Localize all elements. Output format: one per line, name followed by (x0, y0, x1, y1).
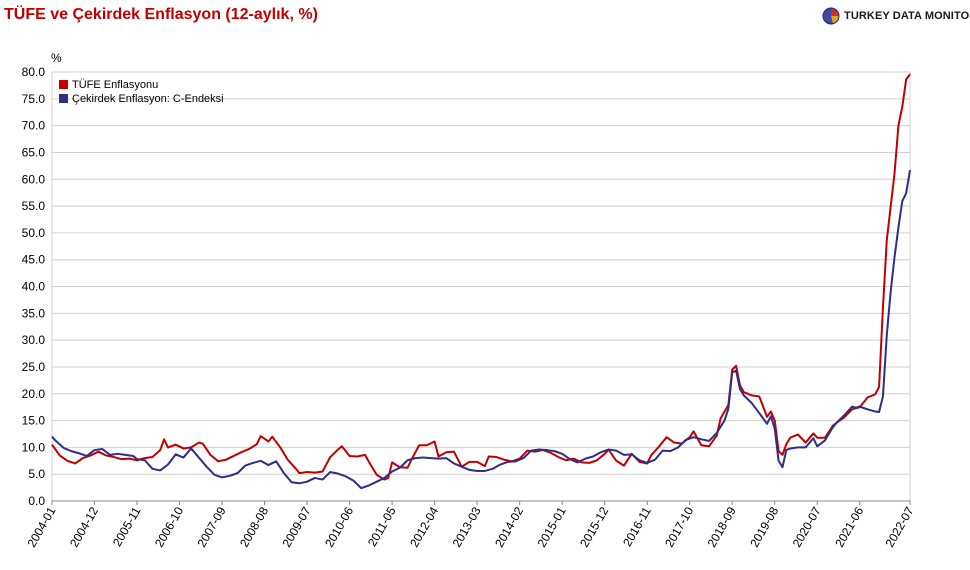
y-tick-label: 10.0 (22, 440, 46, 454)
y-tick-label: 75.0 (22, 92, 46, 106)
x-tick-label: 2013-03 (450, 504, 484, 549)
x-tick-label: 2009-07 (280, 504, 314, 549)
y-tick-label: 30.0 (22, 333, 46, 347)
x-tick-label: 2004-12 (67, 504, 101, 549)
y-tick-label: 70.0 (22, 119, 46, 133)
y-tick-label: 80.0 (22, 65, 46, 79)
y-tick-label: 50.0 (22, 226, 46, 240)
y-tick-label: 40.0 (22, 280, 46, 294)
grid-lines (51, 71, 911, 502)
x-tick-label: 2010-06 (322, 504, 356, 549)
legend-swatch (59, 94, 68, 103)
brand-name: TURKEY DATA MONITOR (844, 10, 970, 22)
x-tick-label: 2017-10 (662, 504, 696, 549)
x-tick-label: 2014-02 (492, 504, 526, 549)
x-axis-ticks: 2004-01 2004-12 2005-11 2006-10 2007-09 2008-… (24, 501, 917, 550)
y-tick-label: 45.0 (22, 253, 46, 267)
series-line-tufe (51, 73, 911, 481)
x-tick-label: 2022-07 (882, 504, 916, 549)
x-tick-label: 2005-11 (110, 504, 144, 549)
x-tick-label: 2018-09 (705, 504, 739, 549)
x-tick-label: 2004-01 (24, 504, 58, 549)
y-tick-label: 20.0 (22, 387, 46, 401)
x-tick-label: 2015-12 (577, 504, 611, 549)
legend: TÜFE Enflasyonu Çekirdek Enflasyon: C-End… (59, 79, 224, 105)
y-tick-label: 65.0 (22, 145, 46, 159)
y-axis-unit-label: % (51, 51, 62, 65)
globe-icon (822, 7, 840, 25)
x-tick-label: 2021-06 (832, 504, 866, 549)
x-tick-label: 2016-11 (620, 504, 654, 549)
series-line-core (51, 169, 911, 490)
y-tick-label: 35.0 (22, 306, 46, 320)
x-tick-label: 2020-07 (790, 504, 824, 549)
x-tick-label: 2012-04 (407, 504, 441, 549)
x-tick-label: 2008-08 (237, 504, 271, 549)
y-axis-ticks: 0.0 5.0 10.0 15.0 20.0 25.0 30.0 35.0 40.0 45.0 50… (22, 65, 46, 508)
x-tick-label: 2006-10 (152, 504, 186, 549)
y-tick-label: 55.0 (22, 199, 46, 213)
y-tick-label: 15.0 (22, 414, 46, 428)
legend-swatch (59, 80, 68, 89)
x-tick-label: 2007-09 (195, 504, 229, 549)
x-tick-label: 2019-08 (747, 504, 781, 549)
x-tick-label: 2015-01 (535, 504, 569, 549)
legend-label: Çekirdek Enflasyon: C-Endeksi (72, 93, 224, 105)
y-tick-label: 25.0 (22, 360, 46, 374)
legend-label: TÜFE Enflasyonu (72, 79, 158, 91)
chart-title: TÜFE ve Çekirdek Enflasyon (12-aylık, %) (4, 6, 318, 23)
brand-logo: TURKEY DATA MONITOR (822, 6, 970, 26)
y-tick-label: 5.0 (28, 467, 45, 481)
y-tick-label: 60.0 (22, 172, 46, 186)
series-lines (51, 73, 911, 490)
x-tick-label: 2011-05 (365, 504, 399, 549)
y-tick-label: 0.0 (28, 494, 45, 508)
